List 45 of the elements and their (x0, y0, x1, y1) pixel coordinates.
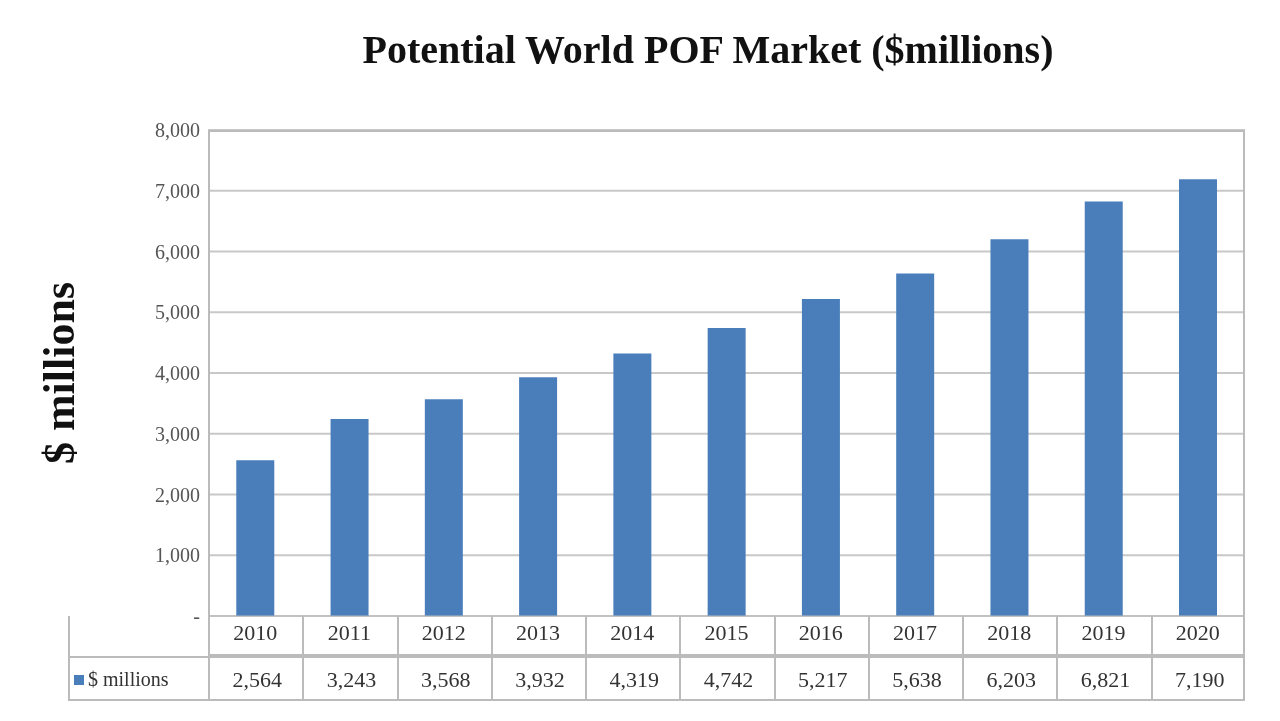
data-label: 4,742 (702, 666, 755, 694)
y-tick-label: 8,000 (155, 119, 200, 142)
x-tick-label: 2020 (1175, 619, 1220, 645)
bar (990, 239, 1029, 616)
chart-title: Potential World POF Market ($millions) (361, 26, 1055, 73)
data-label: 3,243 (325, 666, 378, 694)
x-tick-label: 2011 (327, 619, 371, 645)
x-tick-label: 2019 (1081, 619, 1126, 645)
data-label: 2,564 (231, 666, 283, 694)
data-label: 6,821 (1079, 666, 1132, 694)
bar (236, 460, 275, 616)
bar (707, 327, 746, 616)
data-label: 3,932 (514, 666, 566, 694)
x-tick-label: 2015 (704, 619, 749, 645)
bar (613, 353, 652, 616)
data-label: 6,203 (985, 666, 1038, 694)
y-tick-label: 6,000 (155, 240, 200, 263)
bar (896, 273, 935, 616)
data-label: 3,568 (419, 666, 472, 694)
x-tick-label: 2013 (515, 619, 560, 645)
y-tick-label: 7,000 (155, 179, 200, 202)
x-tick-label: 2012 (421, 619, 466, 645)
x-tick-label: 2014 (610, 619, 655, 645)
x-tick-label: 2010 (233, 619, 278, 645)
bar (1084, 201, 1123, 616)
bar (519, 377, 558, 616)
legend-label: $ millions (87, 667, 169, 692)
bar (801, 299, 840, 616)
data-label: 5,638 (891, 666, 943, 694)
data-label: 4,319 (608, 666, 660, 694)
y-tick-label: - (193, 605, 200, 628)
data-label: 7,190 (1174, 666, 1226, 694)
bar (1179, 179, 1218, 616)
y-tick-label: 5,000 (155, 301, 200, 324)
y-tick-label: 2,000 (155, 483, 200, 506)
x-tick-label: 2018 (987, 619, 1032, 645)
y-tick-label: 1,000 (155, 544, 200, 567)
data-label: 5,217 (797, 666, 849, 694)
y-tick-label: 3,000 (155, 422, 200, 445)
x-tick-label: 2016 (798, 619, 843, 645)
x-tick-label: 2017 (893, 619, 938, 645)
y-tick-label: 4,000 (155, 362, 200, 385)
bar (330, 418, 369, 616)
y-axis-title: $ millions (34, 281, 84, 465)
bar (424, 399, 463, 616)
